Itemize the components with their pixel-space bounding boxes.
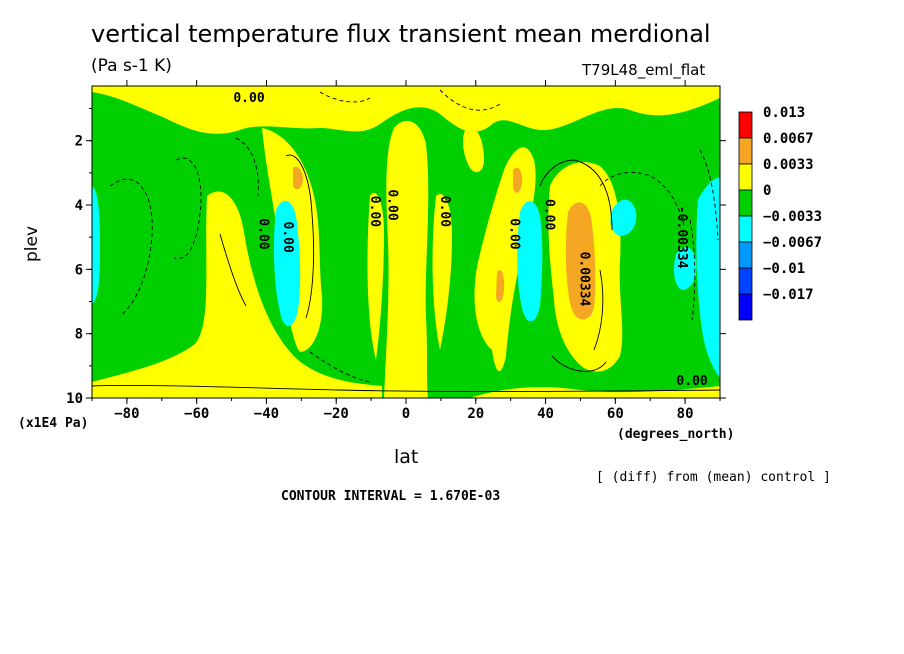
y-axis-title: plev: [22, 225, 42, 262]
y-tick-label: 8: [75, 327, 83, 343]
y-axis-units: (x1E4 Pa): [18, 416, 89, 431]
fill-cyan-sh-cell: [273, 200, 301, 327]
contour-labels: 0.000.00 0.000.00 0.00 0.000.000.000.00334-…: [233, 91, 708, 389]
chart-title: vertical temperature flux transient mean…: [91, 20, 711, 48]
fill-yellow-equator-column: [384, 120, 429, 398]
fill-green-base: [92, 86, 720, 398]
x-tick-label: 40: [537, 406, 554, 422]
contour-label: 0.00334: [576, 252, 591, 307]
fill-yellow-south-column: [92, 191, 382, 398]
legend-swatch: [738, 163, 753, 191]
fill-orange-nh-core: [565, 202, 596, 320]
x-tick-label: 60: [607, 406, 624, 422]
legend-label: −0.01: [763, 261, 805, 277]
fill-cyan-nh-cell: [517, 201, 543, 322]
run-label: T79L48_eml_flat: [582, 61, 706, 79]
color-legend: 0.013 0.0067 0.0033 0 −0.0033 −0.0067 −0.01 −0.…: [738, 105, 822, 321]
legend-swatch: [738, 111, 753, 139]
contour-label: 0.00: [507, 218, 522, 249]
contour-label: 0.00: [233, 91, 264, 106]
fill-yellow-sub-columns: [367, 126, 484, 360]
y-tick-label: 2: [75, 134, 83, 150]
y-tick-label: 6: [75, 262, 83, 278]
x-tick-label: −20: [324, 406, 349, 422]
legend-label: 0.0067: [763, 131, 814, 147]
chart-units: (Pa s-1 K): [91, 56, 172, 76]
fill-yellow-nh-column: [548, 162, 623, 372]
contour-label: 0.00: [676, 374, 707, 389]
contour-label: 0.00: [437, 196, 452, 227]
x-tick-label: −80: [114, 406, 139, 422]
y-tick-label: 10: [66, 391, 83, 407]
legend-swatch: [738, 293, 753, 321]
legend-swatch: [738, 137, 753, 165]
fill-yellow-nh-tongue: [474, 147, 536, 372]
contour-label: 0.00: [542, 199, 557, 230]
legend-swatch: [738, 189, 753, 217]
legend-label: 0.0033: [763, 157, 814, 173]
legend-swatch: [738, 241, 753, 269]
fill-orange-sh-core: [293, 166, 303, 190]
x-tick-label: 20: [467, 406, 484, 422]
legend-label: 0.013: [763, 105, 805, 121]
y-tick-label: 4: [75, 198, 83, 214]
contour-label: 0.00: [385, 189, 400, 220]
fill-yellow-surface-band: [470, 386, 720, 398]
x-tick-label: 0: [402, 406, 410, 422]
legend-swatch: [738, 267, 753, 295]
contour-interval: CONTOUR INTERVAL = 1.670E-03: [281, 489, 501, 504]
x-tick-label: 80: [677, 406, 694, 422]
contour-fill: [92, 86, 720, 398]
legend-swatch: [738, 215, 753, 243]
legend-label: −0.0067: [763, 235, 822, 251]
fill-cyan-sp-edge: [92, 186, 100, 304]
x-axis: −80 −60 −40 −20 0 20 40 60 80: [91, 80, 721, 422]
fill-yellow-midlat-column: [262, 128, 323, 352]
contour-lines: [92, 89, 720, 392]
plot-frame: [91, 85, 721, 399]
x-tick-label: −40: [254, 406, 279, 422]
x-axis-units: (degrees_north): [617, 427, 735, 442]
contour-label: 0.00: [367, 196, 382, 227]
fill-orange-nh-small: [496, 167, 523, 303]
y-axis: 2 4 6 8 10: [66, 108, 726, 407]
contour-label: 0.00: [280, 222, 295, 253]
diff-note: [ (diff) from (mean) control ]: [596, 470, 831, 485]
fill-cyan-polar-cell: [610, 177, 720, 378]
legend-label: −0.0033: [763, 209, 822, 225]
x-axis-title: lat: [394, 446, 419, 468]
legend-label: −0.017: [763, 287, 814, 303]
contour-label: -0.00334: [674, 206, 689, 269]
contour-label: 0.00: [255, 218, 270, 249]
x-tick-label: −60: [184, 406, 209, 422]
fill-yellow-top-band: [92, 86, 720, 134]
legend-label: 0: [763, 183, 771, 199]
